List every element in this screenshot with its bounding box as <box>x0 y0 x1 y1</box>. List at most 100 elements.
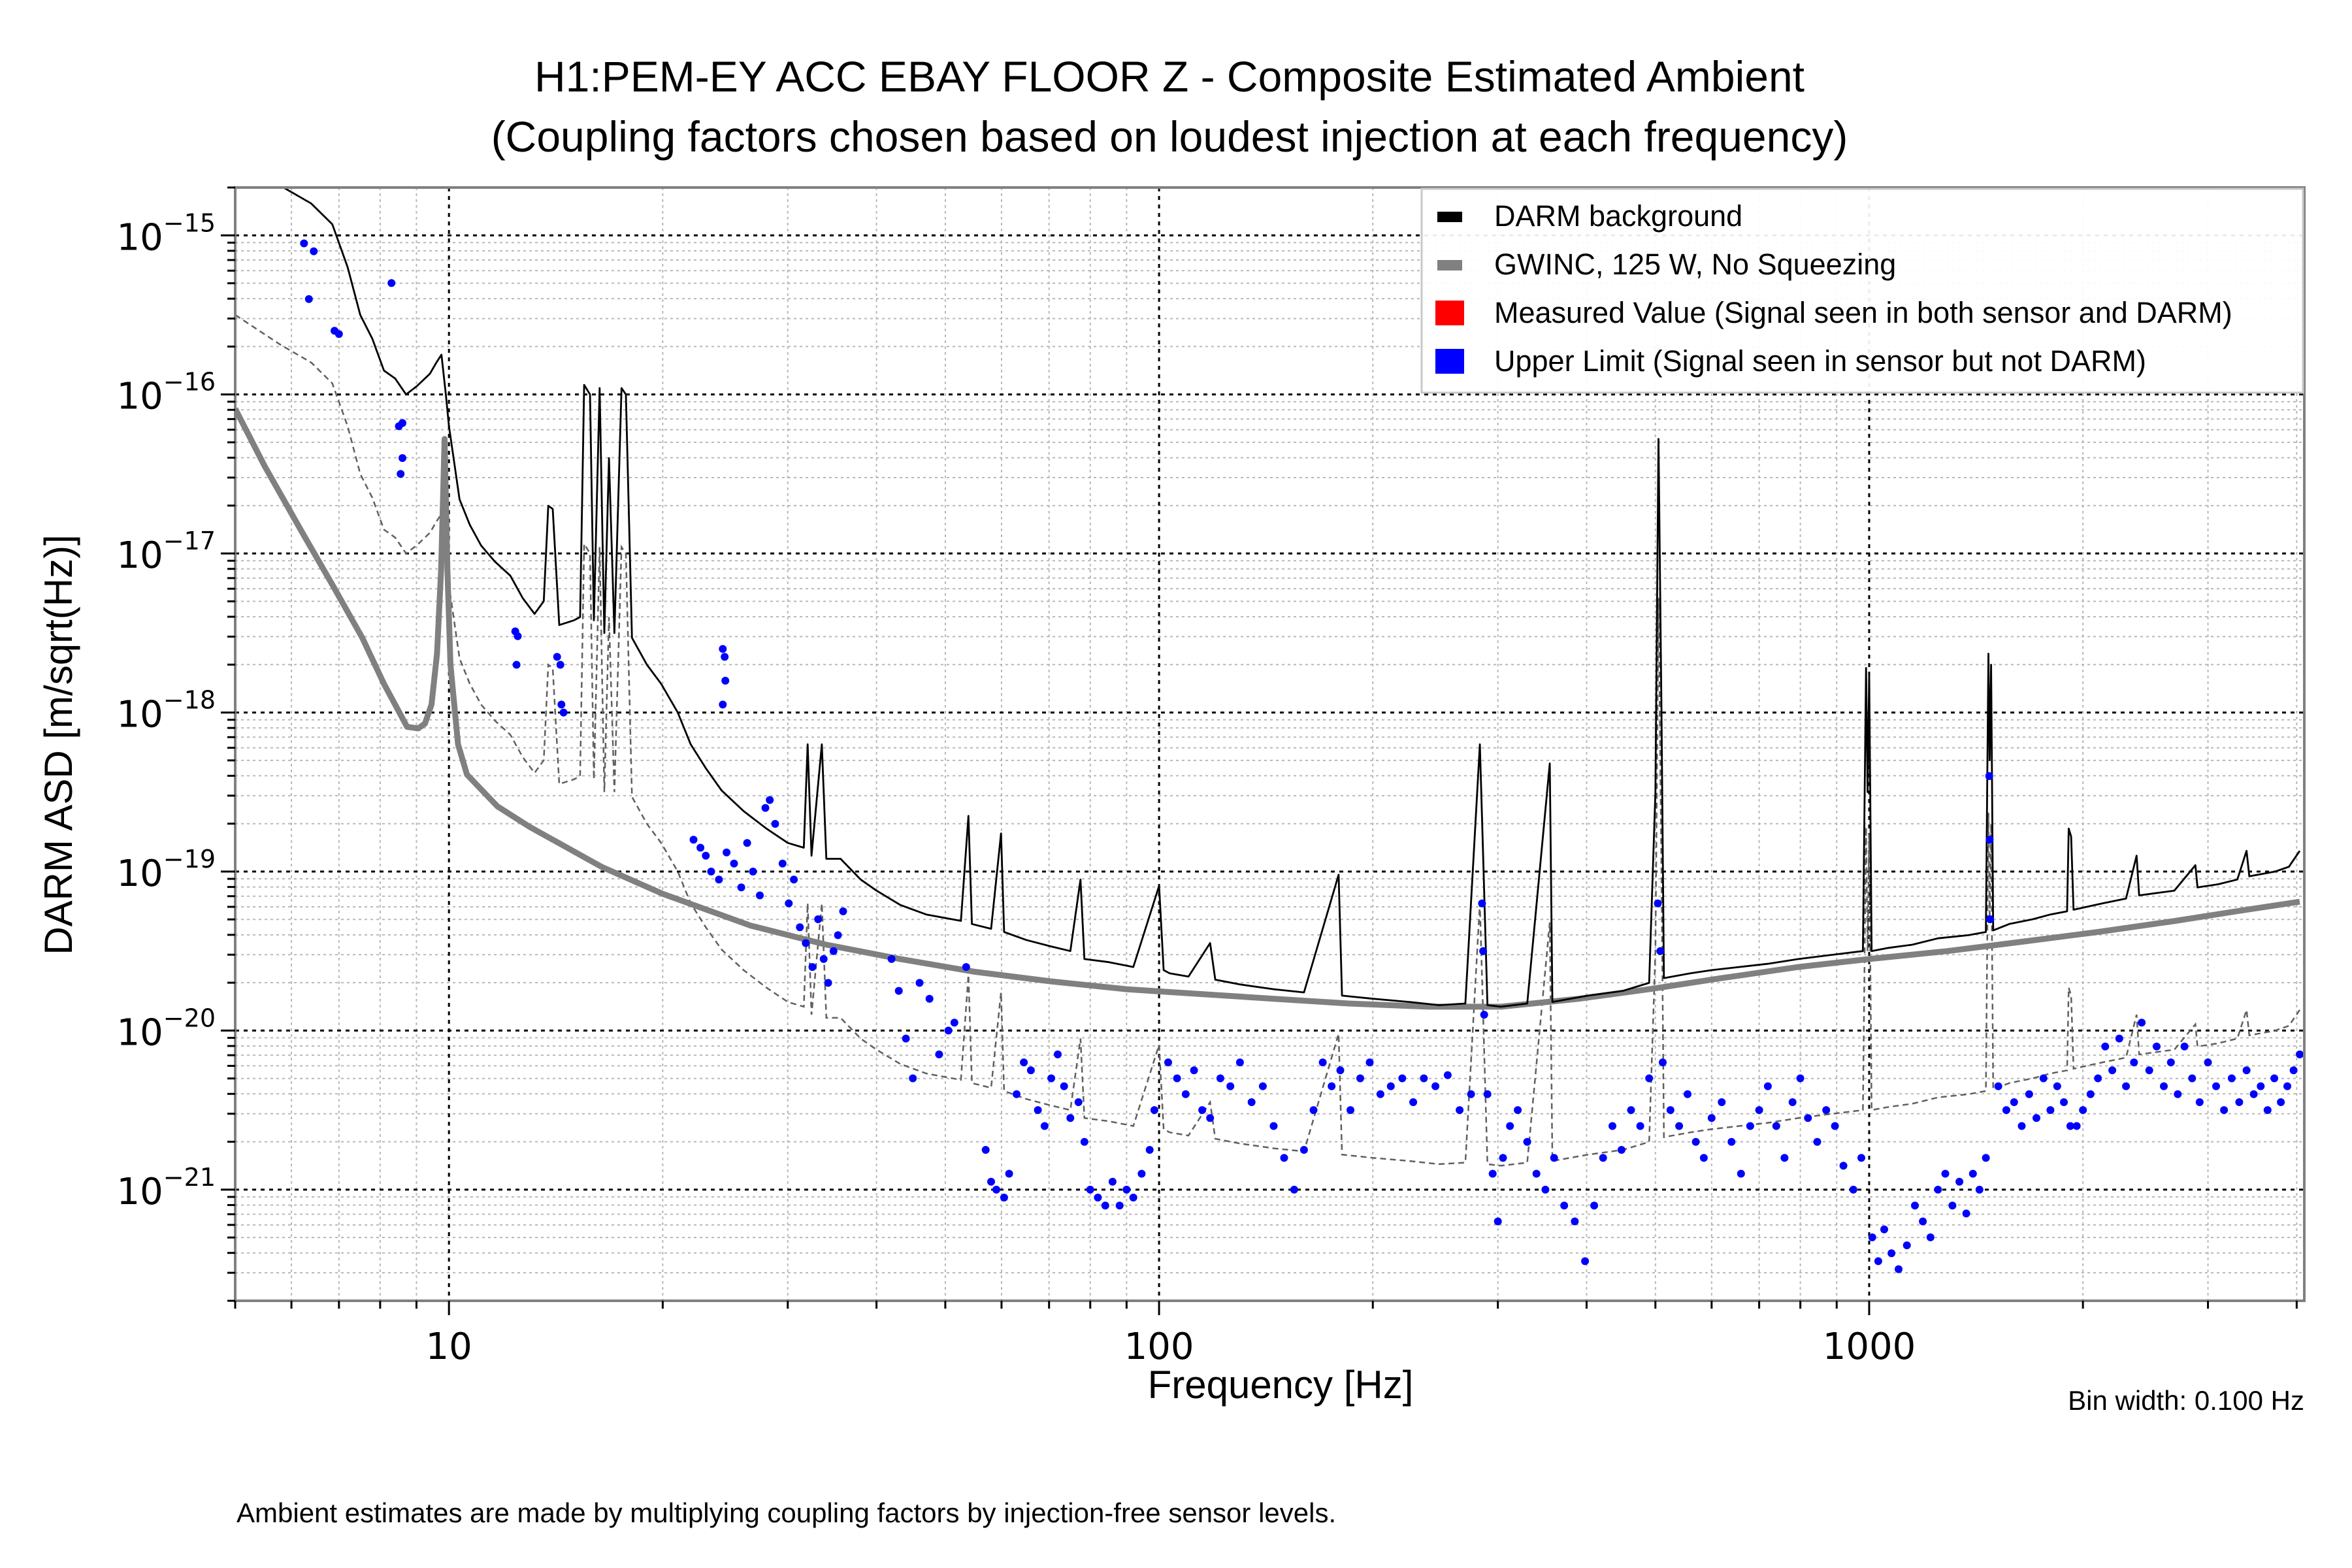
upper-limit-point <box>909 1074 917 1083</box>
upper-limit-point <box>2220 1106 2229 1115</box>
upper-limit-point <box>1080 1137 1088 1146</box>
upper-limit-point <box>1479 947 1488 955</box>
legend: DARM background GWINC, 125 W, No Squeezin… <box>1420 188 2304 394</box>
upper-limit-point <box>553 653 561 661</box>
upper-limit-point <box>1164 1058 1172 1067</box>
upper-limit-point <box>1707 1114 1716 1122</box>
upper-limit-point <box>1483 1090 1492 1098</box>
upper-limit-point <box>1054 1050 1062 1058</box>
upper-limit-point <box>1691 1137 1700 1146</box>
upper-limit-point <box>981 1146 990 1154</box>
chart-title: H1:PEM-EY ACC EBAY FLOOR Z - Composite E… <box>534 52 1805 101</box>
upper-limit-point <box>1129 1194 1137 1201</box>
upper-limit-point <box>1356 1074 1364 1083</box>
upper-limit-point <box>1247 1098 1256 1106</box>
upper-limit-point <box>2130 1058 2138 1067</box>
upper-limit-point <box>992 1185 1000 1194</box>
y-tick-label: 10−17 <box>117 527 216 577</box>
upper-limit-point <box>1839 1162 1848 1170</box>
upper-limit-point <box>1190 1066 1198 1075</box>
upper-limit-point <box>1005 1169 1013 1178</box>
upper-limit-point <box>559 708 568 717</box>
plot-frame <box>234 186 2306 1302</box>
upper-limit-point <box>335 330 343 338</box>
upper-limit-point <box>1386 1082 1395 1090</box>
upper-limit-point <box>721 676 730 685</box>
legend-item: DARM background <box>1437 199 1742 233</box>
upper-limit-point <box>1666 1106 1674 1115</box>
upper-limit-point <box>1636 1122 1644 1130</box>
upper-limit-point <box>1299 1146 1308 1154</box>
upper-limit-point <box>1617 1146 1625 1154</box>
upper-limit-point <box>1788 1098 1797 1106</box>
y-axis: 10−15 10−16 10−17 10−18 10−19 10−20 10−21 <box>117 186 235 1302</box>
upper-limit-point <box>1409 1098 1418 1106</box>
upper-limit-point <box>719 700 727 709</box>
upper-limit-point <box>1975 1185 1984 1194</box>
upper-limit-point <box>1887 1249 1896 1258</box>
upper-limit-point <box>1919 1217 1927 1226</box>
upper-limit-point <box>1684 1090 1691 1098</box>
x-tick-label: 100 <box>1124 1326 1194 1368</box>
upper-limit-point <box>1962 1209 1970 1218</box>
upper-limit-point <box>2212 1082 2220 1090</box>
upper-limit-point <box>721 653 729 661</box>
upper-limit-point <box>2204 1058 2212 1067</box>
upper-limit-point <box>1813 1137 1821 1146</box>
upper-limit-point <box>2002 1106 2010 1115</box>
upper-limit-point <box>1590 1201 1599 1210</box>
upper-limit-point <box>771 820 779 828</box>
upper-limit-point <box>1173 1074 1181 1083</box>
upper-limit-point <box>1857 1154 1865 1162</box>
upper-limit-point <box>1309 1106 1318 1115</box>
upper-limit-point <box>925 994 934 1003</box>
upper-limit-point <box>715 875 723 884</box>
upper-limit-point <box>1849 1185 1857 1194</box>
upper-limit-point <box>310 247 318 255</box>
upper-limit-point <box>1398 1074 1407 1083</box>
upper-limit-point <box>902 1034 910 1043</box>
legend-item: Measured Value (Signal seen in both sens… <box>1435 296 2232 329</box>
upper-limit-point <box>1982 1154 1990 1162</box>
upper-limit-point <box>689 836 698 844</box>
upper-limit-point <box>915 979 924 987</box>
upper-limit-point <box>1478 899 1486 907</box>
y-tick-label: 10−18 <box>117 686 216 736</box>
legend-swatch <box>1435 349 1464 374</box>
upper-limit-point <box>1746 1122 1754 1130</box>
upper-limit-point <box>808 963 817 972</box>
upper-limit-point <box>1480 1011 1488 1019</box>
upper-limit-point <box>1499 1154 1507 1162</box>
upper-limit-point <box>1443 1071 1452 1079</box>
upper-limit-point <box>2180 1042 2189 1051</box>
upper-limit-point <box>2277 1098 2285 1106</box>
upper-limit-point <box>761 804 770 812</box>
legend-label: DARM background <box>1494 199 1742 233</box>
legend-box <box>1420 188 2304 394</box>
upper-limit-point <box>1365 1058 1374 1067</box>
upper-limit-point <box>1968 1169 1977 1178</box>
upper-limit-point <box>1941 1169 1950 1178</box>
upper-limit-point <box>2079 1106 2087 1115</box>
upper-limit-point <box>743 839 751 847</box>
upper-limit-point <box>557 700 566 709</box>
upper-limit-point <box>2166 1058 2175 1067</box>
y-axis-label: DARM ASD [m/sqrt(Hz)] <box>37 534 80 955</box>
upper-limit-point <box>962 963 970 972</box>
legend-item: GWINC, 125 W, No Squeezing <box>1437 248 1896 281</box>
upper-limit-point <box>1868 1233 1876 1241</box>
upper-limit-point <box>1060 1082 1068 1090</box>
upper-limit-point <box>1675 1122 1684 1130</box>
upper-limit-point <box>839 907 847 915</box>
upper-limit-point <box>1034 1106 1042 1115</box>
upper-limit-point <box>1150 1106 1158 1115</box>
upper-limit-point <box>304 295 313 303</box>
upper-limit-point <box>749 868 757 875</box>
upper-limit-point <box>1523 1137 1531 1146</box>
upper-limit-point <box>1986 915 1994 923</box>
upper-limit-point <box>1880 1225 1888 1233</box>
upper-limit-point <box>987 1177 995 1186</box>
upper-limit-point <box>2094 1074 2102 1083</box>
upper-limit-point <box>2153 1042 2161 1051</box>
